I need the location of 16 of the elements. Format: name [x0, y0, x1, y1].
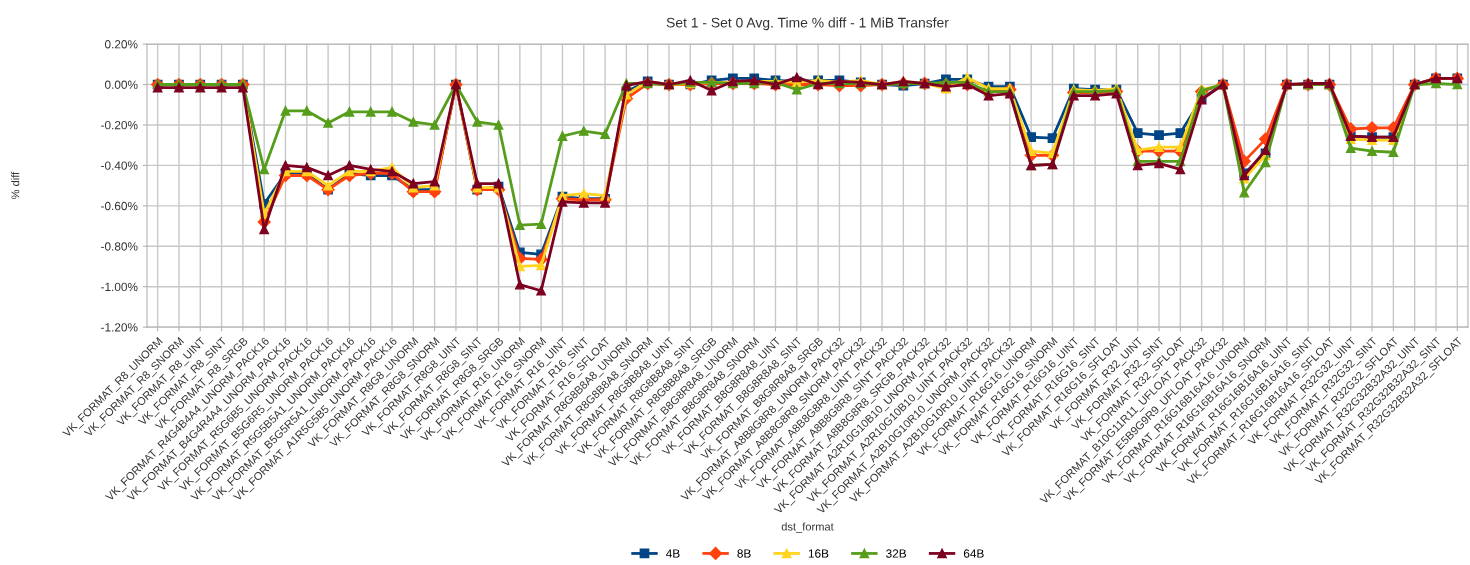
- y-axis-title: % diff: [11, 171, 20, 199]
- y-tick-label: -0.40%: [101, 161, 138, 170]
- legend-label: 32B: [886, 549, 907, 558]
- y-tick-label: -1.20%: [101, 323, 138, 332]
- y-tick-label: 0.00%: [104, 80, 138, 89]
- y-tick-label: -0.20%: [101, 120, 138, 130]
- y-tick-label: 0.20%: [104, 40, 138, 49]
- y-tick-label: -0.80%: [101, 242, 138, 251]
- y-tick-label: -0.60%: [101, 201, 138, 211]
- legend-label: 64B: [963, 549, 984, 558]
- y-tick-label: -1.00%: [101, 282, 138, 292]
- x-axis-title: dst_format: [781, 522, 834, 533]
- legend-label: 4B: [666, 549, 680, 558]
- legend-label: 16B: [808, 549, 829, 558]
- legend-label: 8B: [737, 549, 751, 558]
- chart-title: Set 1 - Set 0 Avg. Time % diff - 1 MiB Transfer: [666, 17, 949, 31]
